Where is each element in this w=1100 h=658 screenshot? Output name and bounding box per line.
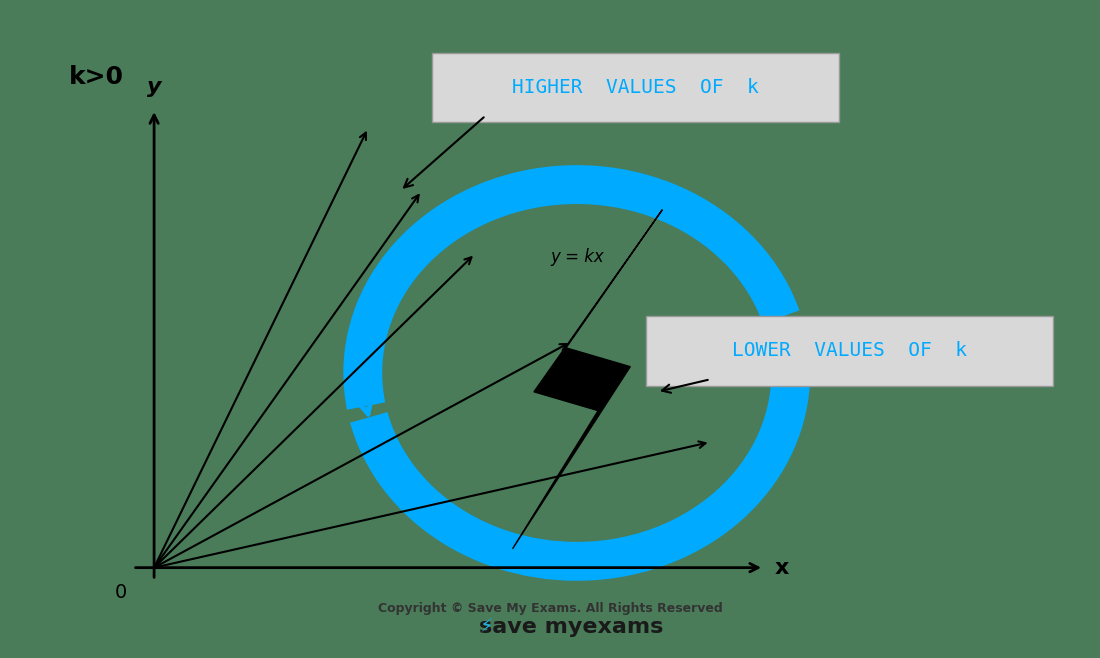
FancyBboxPatch shape	[647, 316, 1053, 386]
Text: y: y	[147, 76, 162, 97]
Text: Copyright © Save My Exams. All Rights Reserved: Copyright © Save My Exams. All Rights Re…	[377, 602, 723, 615]
Polygon shape	[513, 210, 662, 549]
Text: y = kx: y = kx	[550, 248, 604, 266]
Text: save myexams: save myexams	[480, 617, 663, 637]
FancyBboxPatch shape	[432, 53, 839, 122]
Text: HIGHER  VALUES  OF  k: HIGHER VALUES OF k	[513, 78, 759, 97]
Text: 0: 0	[116, 584, 128, 602]
Text: k>0: k>0	[68, 65, 123, 89]
Text: ⚡: ⚡	[478, 618, 493, 637]
Text: LOWER  VALUES  OF  k: LOWER VALUES OF k	[733, 342, 967, 361]
Text: x: x	[774, 557, 789, 578]
